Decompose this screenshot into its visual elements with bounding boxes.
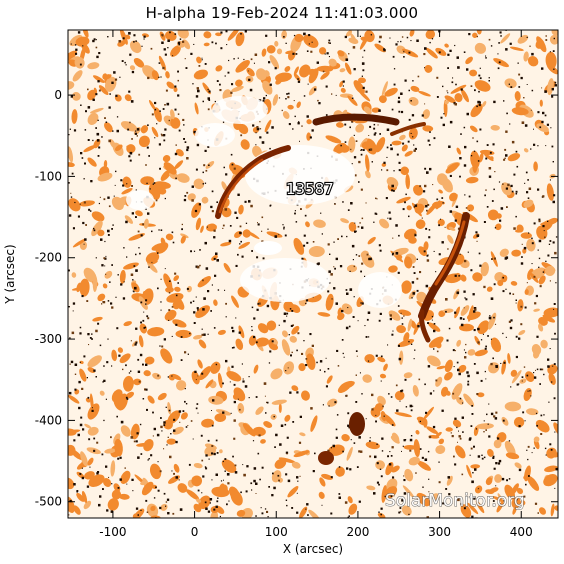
y-tick-label: -400 <box>35 413 62 427</box>
chromosphere-texture <box>68 30 558 518</box>
filament-arc-west <box>215 145 291 219</box>
x-tick-label: 100 <box>265 525 288 539</box>
filament-north <box>312 113 400 126</box>
y-tick-label: -300 <box>35 332 62 346</box>
plot-title: H-alpha 19-Feb-2024 11:41:03.000 <box>145 4 419 22</box>
y-tick-label: -200 <box>35 251 62 265</box>
filament-east-tail <box>419 309 431 343</box>
watermark: SolarMonitor.org <box>385 491 525 511</box>
region-label: 13587 <box>286 180 334 198</box>
x-tick-label: 300 <box>428 525 451 539</box>
x-axis-title: X (arcsec) <box>283 542 343 556</box>
y-tick-label: -100 <box>35 169 62 183</box>
y-tick-label: 0 <box>54 88 62 102</box>
plage-south-2 <box>318 451 334 465</box>
plage-south-1 <box>349 412 365 436</box>
filaments <box>215 113 470 465</box>
x-tick-label: -100 <box>99 525 126 539</box>
y-tick-label: -500 <box>35 495 62 509</box>
filament-east-core <box>434 220 466 286</box>
x-tick-label: 400 <box>510 525 533 539</box>
plot-frame <box>67 29 559 519</box>
filament-arc-west-core <box>218 158 264 214</box>
x-axis: -100 0 100 200 300 400 <box>99 30 533 539</box>
y-axis: 0 -100 -200 -300 -400 -500 <box>35 88 558 509</box>
y-axis-title: Y (arcsec) <box>3 244 17 304</box>
plage-east-spot <box>254 241 282 255</box>
x-tick-label: 0 <box>191 525 199 539</box>
x-tick-label: 200 <box>346 525 369 539</box>
filament-north-tail <box>390 122 426 136</box>
solar-image: 13587 SolarMonitor.org <box>68 30 558 518</box>
